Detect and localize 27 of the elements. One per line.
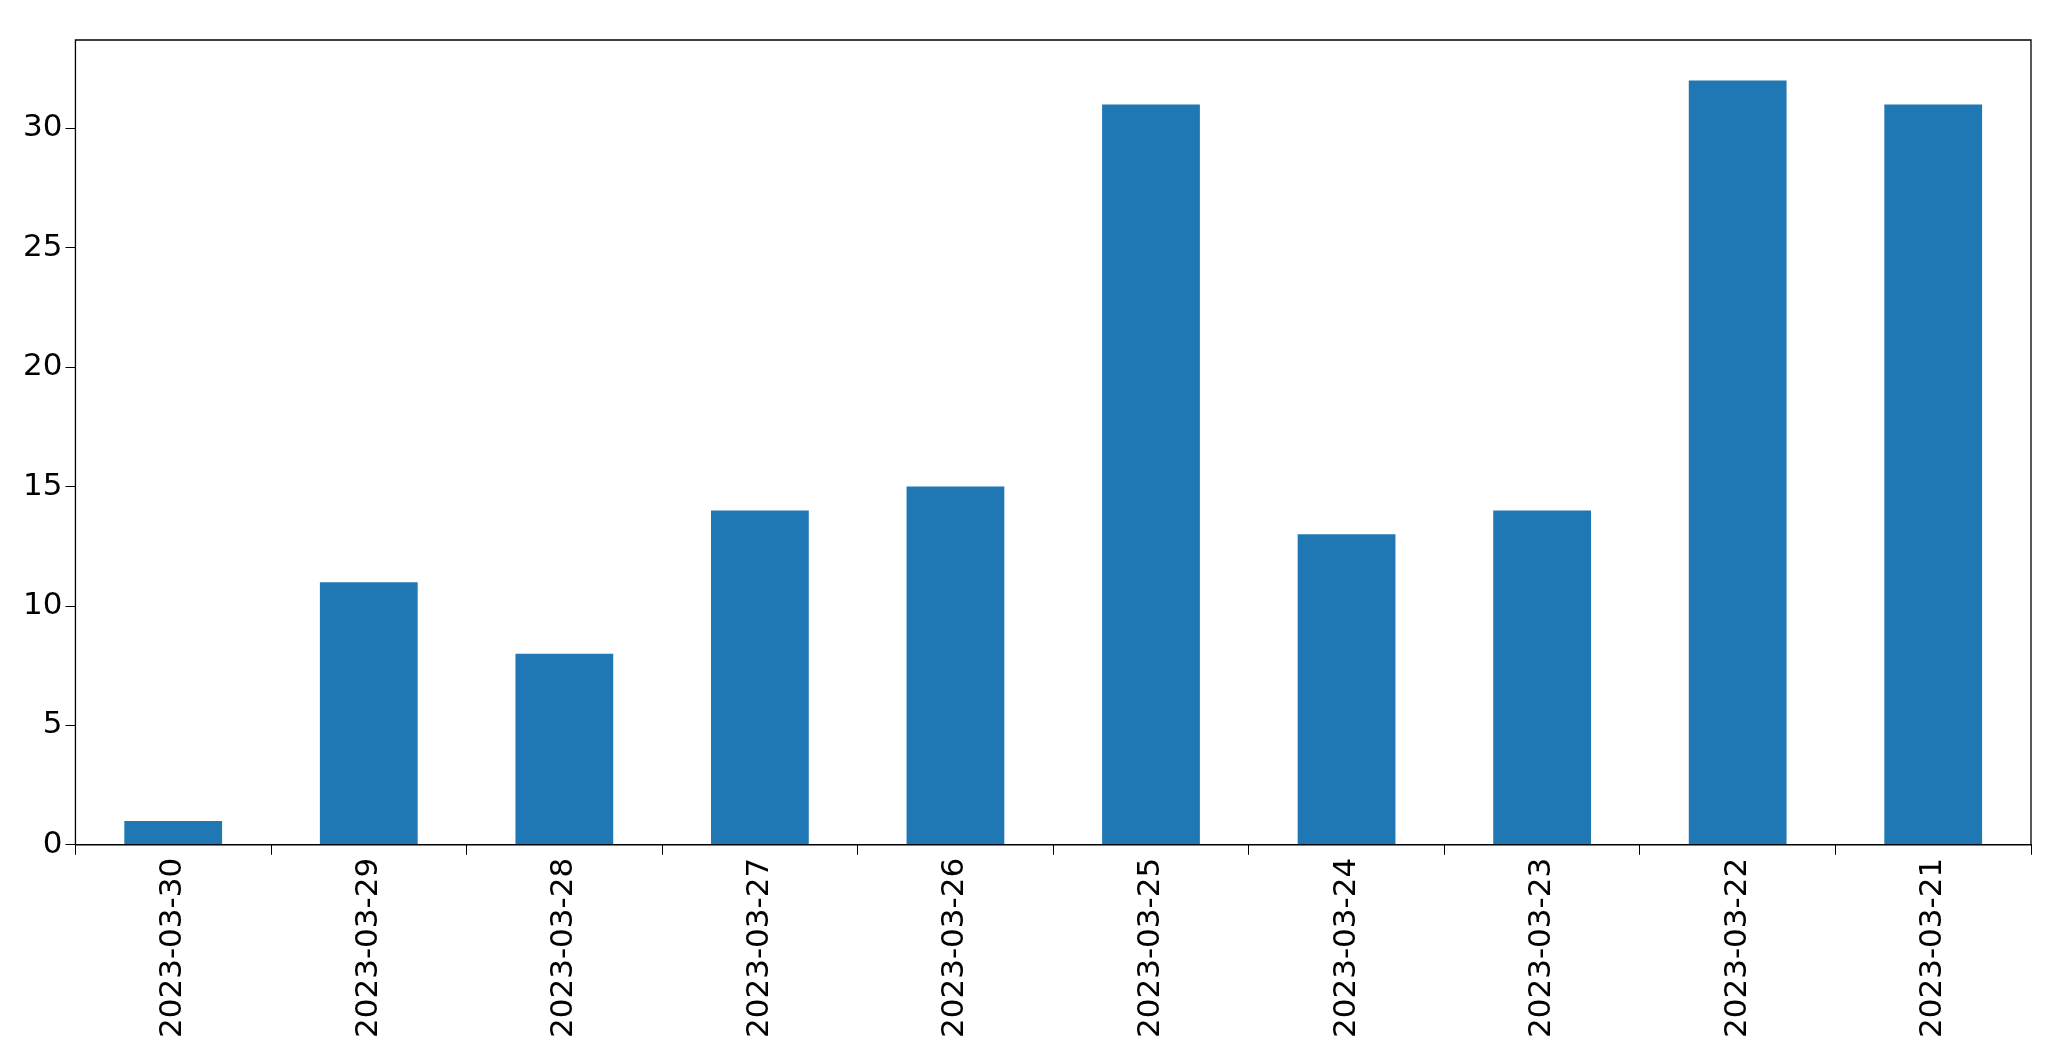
bar (124, 820, 223, 845)
x-tick-label: 2023-03-28 (543, 857, 580, 1039)
x-tick-label: 2023-03-26 (934, 857, 971, 1039)
y-tick-label: 30 (22, 107, 63, 144)
x-tick-label: 2023-03-30 (152, 857, 189, 1039)
x-tick-label: 2023-03-22 (1716, 857, 1753, 1039)
bar (1493, 510, 1591, 845)
bar (906, 486, 1005, 845)
x-tick-label: 2023-03-24 (1325, 857, 1362, 1039)
x-tick-label: 2023-03-27 (738, 857, 775, 1039)
y-tick-label: 0 (42, 823, 63, 860)
bar (711, 510, 809, 845)
x-tick-label: 2023-03-29 (347, 857, 384, 1039)
y-tick-label: 20 (22, 346, 63, 383)
bar (319, 582, 418, 845)
bar (1688, 80, 1787, 845)
x-tick-label: 2023-03-21 (1912, 857, 1949, 1039)
bar (1884, 104, 1983, 845)
y-tick-label: 5 (42, 704, 63, 741)
bar (515, 653, 614, 845)
x-tick-label: 2023-03-25 (1130, 857, 1167, 1039)
y-tick-label: 10 (22, 585, 63, 622)
bar (1297, 534, 1396, 845)
y-tick-label: 15 (22, 465, 63, 502)
y-tick-label: 25 (22, 226, 63, 263)
x-tick-label: 2023-03-23 (1521, 857, 1558, 1039)
bar (1102, 104, 1200, 845)
